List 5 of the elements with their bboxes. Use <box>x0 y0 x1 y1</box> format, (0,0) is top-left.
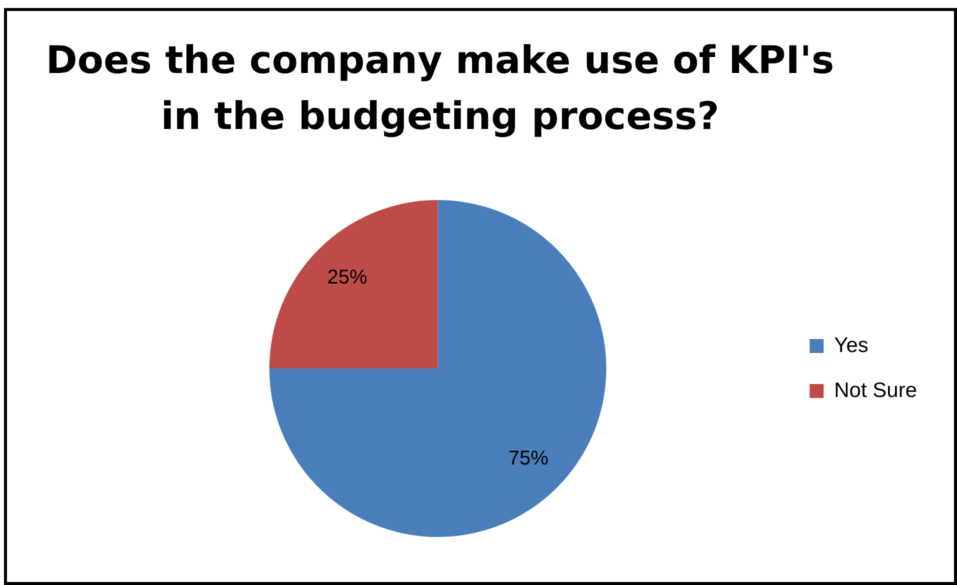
legend-label: Not Sure <box>834 378 918 402</box>
data-label: 25% <box>327 266 368 288</box>
chart-title: Does the company make use of KPI's in the budgeting process? <box>44 37 836 140</box>
legend-label: Yes <box>834 334 868 357</box>
data-label: 75% <box>508 448 549 470</box>
